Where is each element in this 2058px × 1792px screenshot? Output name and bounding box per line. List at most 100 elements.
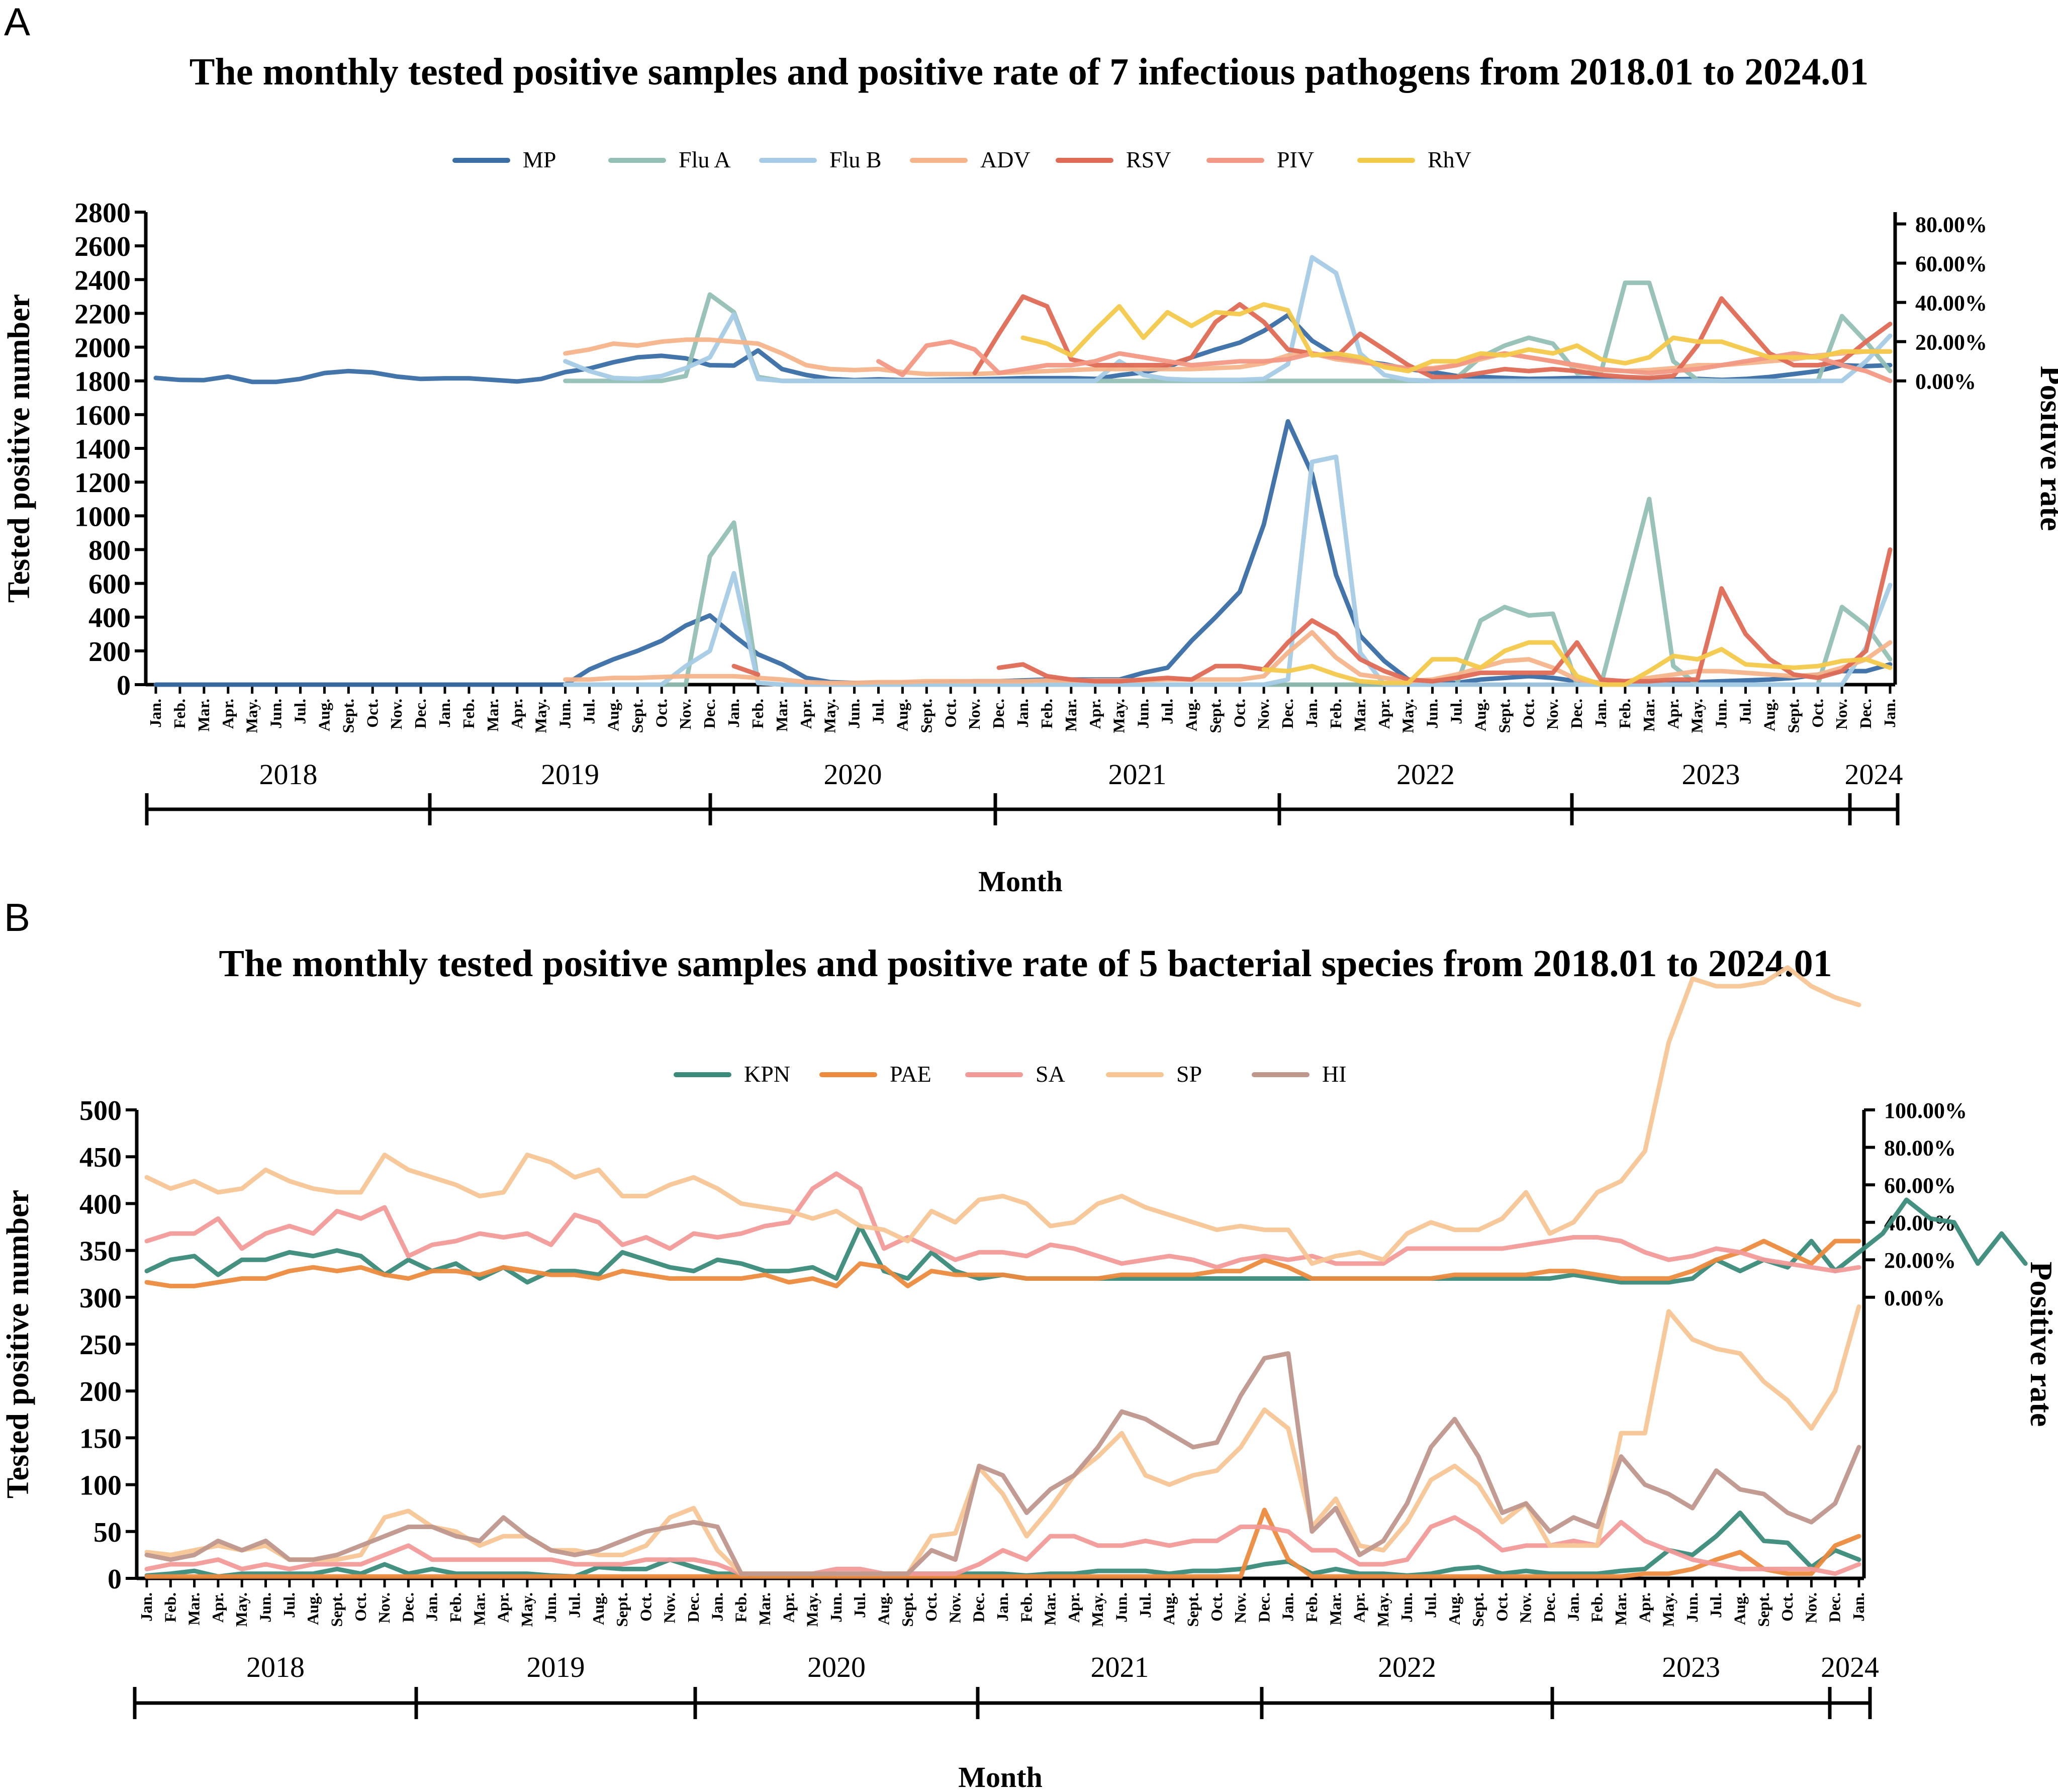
- x-tick-label: Sept.: [613, 1592, 631, 1627]
- rate-line-adv: [563, 337, 1893, 376]
- y-tick-label: 2600: [74, 231, 131, 262]
- count-line-kpn: [144, 1511, 1861, 1579]
- x-tick-label: Sept.: [898, 1592, 916, 1627]
- x-tick-label: Dec.: [989, 699, 1007, 729]
- x-tick-label: Nov.: [1543, 699, 1561, 729]
- x-tick-label: Jul.: [1447, 699, 1465, 724]
- rate-line-rhv: [1020, 302, 1893, 373]
- x-tick-label: Feb.: [1302, 1592, 1321, 1623]
- x-tick-label: Aug.: [1471, 699, 1489, 731]
- x-tick-label: Dec.: [1567, 699, 1585, 729]
- y-tick-label: 1600: [74, 400, 131, 431]
- legend-label-rsv: RSV: [1126, 147, 1171, 172]
- y-tick-label: 100: [79, 1470, 122, 1501]
- x-tick-label: Mar.: [195, 699, 213, 731]
- x-tick-label: Jul.: [1158, 699, 1176, 724]
- x-tick-label: Sept.: [339, 699, 357, 733]
- count-line-rhv: [1261, 640, 1893, 687]
- x-tick-label: May.: [243, 699, 261, 733]
- y-tick-label: 800: [88, 535, 131, 566]
- y-tick-label: 400: [88, 603, 131, 634]
- y-tick-label: 200: [79, 1376, 122, 1407]
- x-tick-label: Jan.: [708, 1592, 726, 1622]
- x-tick-label: Feb.: [732, 1592, 750, 1623]
- y-tick-label: 0: [117, 670, 131, 701]
- year-label: 2024: [1845, 758, 1903, 791]
- count-line-pae: [144, 1507, 1861, 1579]
- x-tick-label: Jan.: [1279, 1592, 1297, 1622]
- x-tick-label: Apr.: [1375, 699, 1393, 729]
- count-line-mp: [153, 419, 1893, 687]
- legend-label-pae: PAE: [890, 1061, 931, 1087]
- x-tick-label: Feb.: [1616, 699, 1634, 729]
- x-tick-label: Oct.: [636, 1592, 654, 1622]
- x-tick-label: Nov.: [387, 699, 405, 729]
- y-tick-label: 2200: [74, 299, 131, 330]
- x-tick-label: Apr.: [1635, 1592, 1653, 1623]
- x-tick-label: Jul.: [1136, 1592, 1154, 1618]
- x-tick-label: Aug.: [1160, 1592, 1178, 1625]
- x-tick-label: Oct.: [1519, 699, 1537, 728]
- count-line-flu-b: [563, 454, 1893, 687]
- y-tick-label: 50: [93, 1517, 122, 1548]
- x-tick-label: Feb.: [1588, 1592, 1606, 1623]
- x-tick-label: Jun.: [267, 699, 285, 729]
- x-tick-label: Sept.: [628, 699, 646, 733]
- x-tick-label: Dec.: [1826, 1592, 1844, 1623]
- x-tick-label: Dec.: [970, 1592, 988, 1623]
- year-label: 2019: [527, 1651, 585, 1683]
- legend-label-hi: HI: [1322, 1061, 1347, 1087]
- x-tick-label: Aug.: [874, 1592, 892, 1625]
- year-label: 2018: [259, 758, 318, 791]
- x-tick-label: Oct.: [941, 699, 959, 728]
- x-tick-label: Mar.: [1041, 1592, 1059, 1625]
- x-tick-label: Feb.: [1327, 699, 1345, 729]
- year-label: 2021: [1108, 758, 1167, 791]
- x-tick-label: Jan.: [435, 699, 453, 728]
- x-tick-label: Aug.: [315, 699, 333, 731]
- x-tick-label: Jan.: [1013, 699, 1032, 728]
- x-tick-label: Mar.: [1640, 699, 1658, 731]
- x-tick-label: Apr.: [779, 1592, 797, 1623]
- x-tick-label: Feb.: [749, 699, 767, 729]
- x-tick-label: May.: [1688, 699, 1706, 733]
- rate-line-flu-b: [563, 255, 1893, 384]
- y2-tick-label: 0.00%: [1884, 1286, 1945, 1310]
- x-axis-title: Month: [958, 1761, 1043, 1792]
- year-label: 2020: [824, 758, 882, 791]
- x-tick-label: May.: [532, 699, 550, 733]
- x-tick-label: Dec.: [399, 1592, 417, 1623]
- x-tick-label: Oct.: [351, 1592, 369, 1622]
- x-tick-label: Jun.: [1134, 699, 1152, 729]
- x-tick-label: Sept.: [1469, 1592, 1487, 1627]
- legend-label-sp: SP: [1176, 1061, 1202, 1087]
- legend-label-mp: MP: [523, 147, 556, 172]
- x-tick-label: May.: [1374, 1592, 1392, 1627]
- x-tick-label: Jul.: [291, 699, 309, 724]
- x-tick-label: May.: [1110, 699, 1128, 733]
- x-tick-label: Oct.: [363, 699, 381, 728]
- x-tick-label: Apr.: [508, 699, 526, 729]
- x-tick-label: Jun.: [556, 699, 574, 729]
- x-tick-label: May.: [1088, 1592, 1106, 1627]
- year-label: 2023: [1662, 1651, 1720, 1683]
- x-tick-label: Mar.: [470, 1592, 488, 1625]
- x-tick-label: Nov.: [1832, 699, 1850, 729]
- y-tick-label: 200: [88, 636, 131, 668]
- x-tick-label: Nov.: [1517, 1592, 1535, 1623]
- x-tick-label: Aug.: [1730, 1592, 1748, 1625]
- x-tick-label: Jan.: [1564, 1592, 1582, 1622]
- legend-label-piv: PIV: [1277, 147, 1314, 172]
- y-tick-label: 1400: [74, 434, 131, 465]
- x-tick-label: Jul.: [1422, 1592, 1440, 1618]
- x-tick-label: Jul.: [566, 1592, 584, 1618]
- x-tick-label: Apr.: [1350, 1592, 1368, 1623]
- x-tick-label: Dec.: [411, 699, 429, 729]
- x-tick-label: Feb.: [170, 699, 189, 729]
- legend-label-rhv: RhV: [1428, 147, 1471, 172]
- x-tick-label: Feb.: [446, 1592, 464, 1623]
- x-tick-label: Mar.: [756, 1592, 774, 1625]
- x-tick-label: Aug.: [893, 699, 911, 731]
- x-tick-label: Nov.: [965, 699, 983, 729]
- x-tick-label: Oct.: [1808, 699, 1826, 728]
